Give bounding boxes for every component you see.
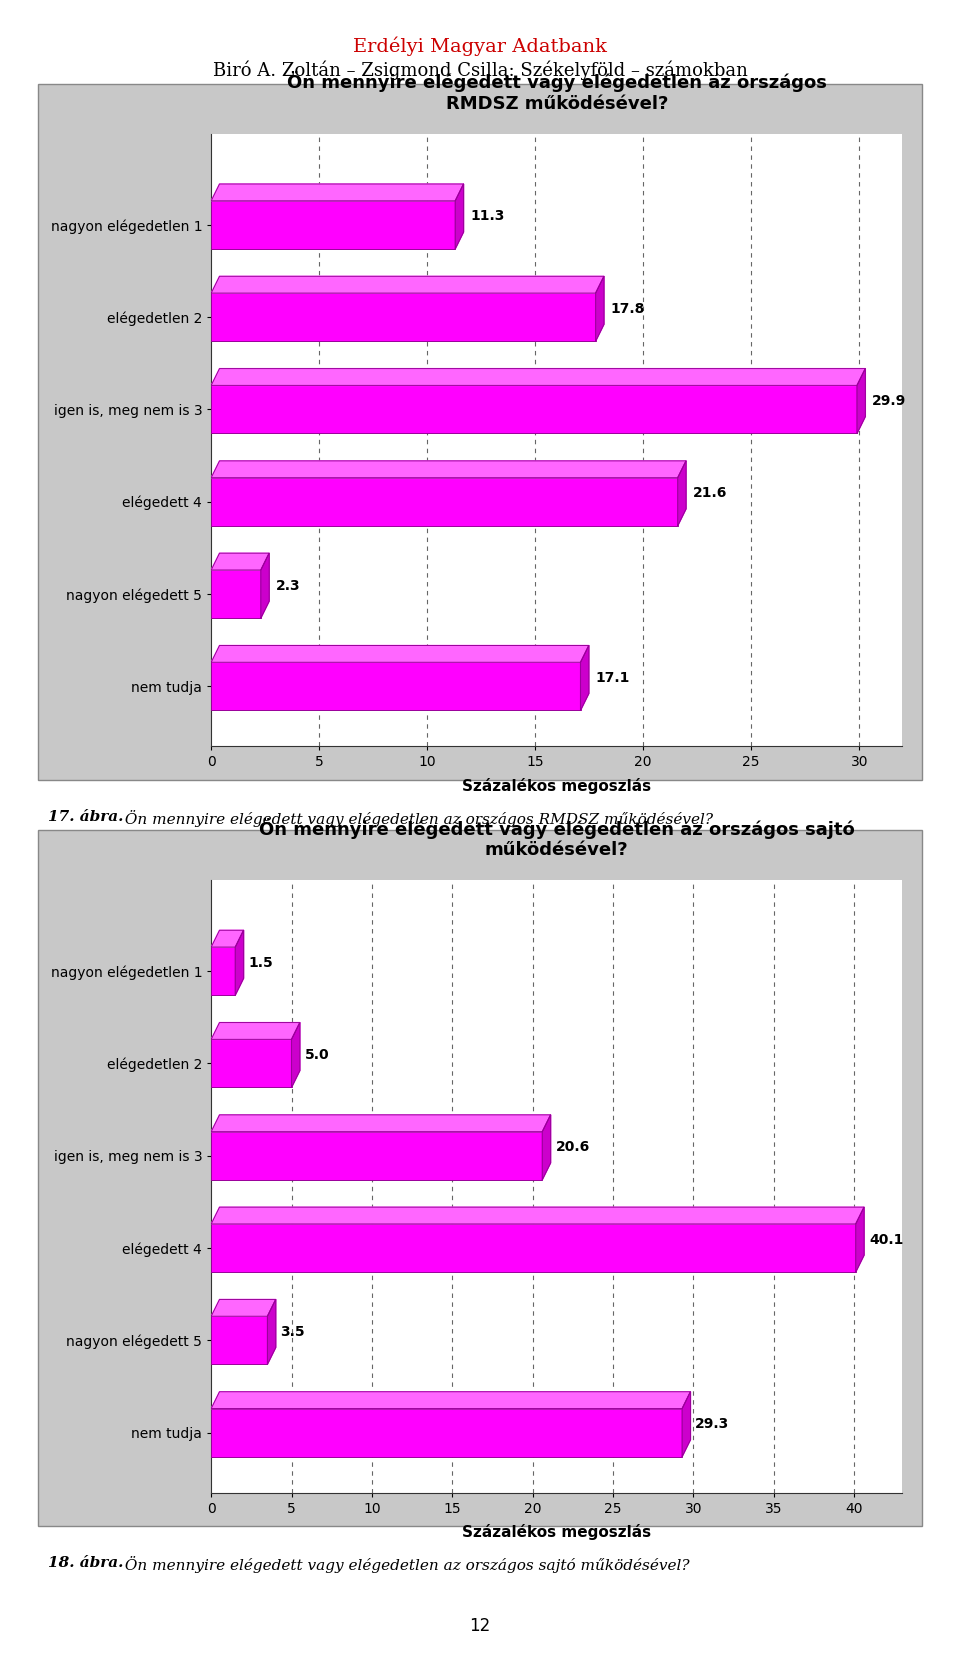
Text: 40.1: 40.1 (869, 1233, 903, 1246)
Polygon shape (235, 931, 244, 994)
Title: Ön mennyire elégedett vagy elégedetlen az országos sajtó
működésével?: Ön mennyire elégedett vagy elégedetlen a… (259, 818, 854, 859)
Polygon shape (455, 184, 464, 248)
Polygon shape (211, 277, 604, 293)
Polygon shape (855, 1207, 864, 1271)
Bar (211, 948, 235, 994)
Polygon shape (683, 1392, 690, 1457)
Text: 18. ábra.: 18. ábra. (48, 1556, 124, 1570)
Polygon shape (211, 369, 865, 386)
Bar (211, 1316, 268, 1363)
Bar (211, 293, 595, 340)
Bar (211, 1224, 855, 1271)
Text: 5.0: 5.0 (304, 1048, 329, 1062)
Polygon shape (211, 1392, 690, 1409)
Text: Ön mennyire elégedett vagy elégedetlen az országos sajtó működésével?: Ön mennyire elégedett vagy elégedetlen a… (120, 1556, 689, 1573)
Polygon shape (211, 553, 269, 570)
Text: 2.3: 2.3 (276, 579, 300, 592)
Text: 17. ábra.: 17. ábra. (48, 810, 124, 823)
Text: 11.3: 11.3 (470, 210, 504, 223)
Bar (211, 1409, 683, 1457)
Polygon shape (211, 1115, 551, 1132)
Polygon shape (211, 1023, 300, 1040)
Polygon shape (211, 646, 588, 662)
Bar (211, 1132, 542, 1179)
Text: 17.8: 17.8 (611, 302, 645, 315)
Polygon shape (211, 461, 686, 478)
Text: 29.3: 29.3 (695, 1417, 730, 1430)
Polygon shape (595, 277, 604, 340)
Polygon shape (857, 369, 865, 433)
Bar (211, 201, 455, 248)
X-axis label: Százalékos megoszlás: Százalékos megoszlás (462, 778, 652, 793)
Polygon shape (678, 461, 686, 525)
Bar (211, 1040, 292, 1087)
Polygon shape (268, 1300, 276, 1363)
Text: 1.5: 1.5 (249, 956, 274, 969)
Text: 3.5: 3.5 (280, 1325, 305, 1338)
Polygon shape (211, 931, 244, 948)
Polygon shape (292, 1023, 300, 1087)
Text: 21.6: 21.6 (692, 486, 727, 500)
Bar (211, 570, 261, 617)
Text: 17.1: 17.1 (595, 671, 630, 684)
Text: Erdélyi Magyar Adatbank: Erdélyi Magyar Adatbank (353, 37, 607, 57)
Polygon shape (581, 646, 588, 711)
Polygon shape (542, 1115, 551, 1179)
Bar (211, 478, 678, 525)
Bar (211, 662, 581, 711)
Polygon shape (261, 553, 269, 617)
Polygon shape (211, 1207, 864, 1224)
Text: Biró A. Zoltán – Zsigmond Csilla: Székelyföld – számokban: Biró A. Zoltán – Zsigmond Csilla: Székel… (212, 60, 748, 80)
Title: Ön mennyire elégedett vagy elégedetlen az országos
RMDSZ működésével?: Ön mennyire elégedett vagy elégedetlen a… (287, 72, 827, 112)
Text: 12: 12 (469, 1617, 491, 1635)
Text: Ön mennyire elégedett vagy elégedetlen az országos RMDSZ működésével?: Ön mennyire elégedett vagy elégedetlen a… (120, 810, 713, 827)
Polygon shape (211, 184, 464, 201)
Text: 29.9: 29.9 (872, 394, 906, 408)
Polygon shape (211, 1300, 276, 1316)
Bar (211, 386, 857, 433)
Text: 20.6: 20.6 (556, 1140, 589, 1154)
X-axis label: Százalékos megoszlás: Százalékos megoszlás (462, 1524, 652, 1539)
